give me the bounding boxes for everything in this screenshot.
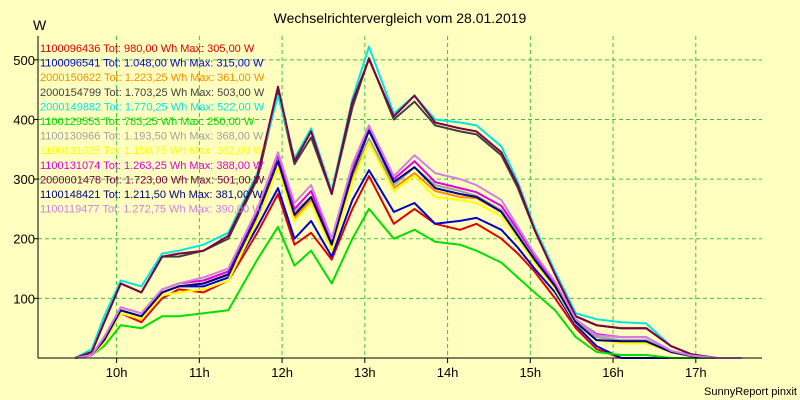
legend-entry-4: 2000154799 Tot: 1.703,25 Wh Max: 503,00 … (40, 87, 265, 99)
legend-entry-5: 2000149882 Tot: 1.770,25 Wh Max: 522,00 … (40, 101, 265, 113)
legend-entry-7: 1100130966 Tot: 1.193,50 Wh Max: 368,00 … (40, 131, 264, 143)
x-tick-label: 16h (602, 365, 624, 380)
legend-entry-3: 2000150622 Tot: 1.223,25 Wh Max: 361,00 … (40, 72, 265, 84)
y-axis-ticks: 100 200 300 400 500 (13, 53, 38, 306)
legend-entry-2: 1100096541 Tot: 1.048,00 Wh Max: 315,00 … (40, 58, 264, 70)
y-tick-label: 500 (13, 53, 35, 68)
legend-entry-11: 1100148421 Tot: 1.211,50 Wh Max: 381,00 … (40, 189, 263, 201)
series-line-12 (75, 124, 742, 359)
x-tick-label: 13h (354, 365, 376, 380)
x-tick-label: 14h (437, 365, 459, 380)
legend-entry-6: 1100129553 Tot: 783,25 Wh Max: 250,00 W (40, 116, 255, 128)
x-tick-label: 12h (271, 365, 293, 380)
series-line-6 (75, 207, 742, 359)
legend-entry-10: 2000001478 Tot: 1.723,00 Wh Max: 501,00 … (40, 174, 265, 186)
y-tick-label: 200 (13, 232, 35, 247)
legend-entry-9: 1100131074 Tot: 1.263,25 Wh Max: 388,00 … (40, 160, 264, 172)
series-lines (74, 45, 742, 359)
x-tick-label: 17h (685, 365, 707, 380)
series-line-8 (75, 141, 742, 359)
series-line-5 (74, 45, 742, 359)
footer-credit: SunnyReport pinxit (704, 386, 797, 398)
y-axis-unit: W (33, 17, 47, 33)
chart-title: Wechselrichtervergleich vom 28.01.2019 (274, 10, 527, 26)
y-tick-label: 400 (13, 112, 35, 127)
x-tick-label: 11h (189, 365, 210, 380)
grid (38, 36, 762, 358)
x-tick-label: 10h (106, 365, 128, 380)
series-line-11 (75, 129, 742, 359)
series-line-10 (74, 58, 742, 359)
legend-entry-12: 1100119477 Tot: 1.272,75 Wh Max: 390,00 … (40, 204, 263, 216)
y-tick-label: 300 (13, 172, 35, 187)
legend: 1100096436 Tot: 980,00 Wh Max: 305,00 W 1… (40, 43, 265, 216)
legend-entry-8: 1100131025 Tot: 1.158,75 Wh Max: 362,00 … (40, 145, 264, 157)
y-tick-label: 100 (13, 291, 35, 306)
x-tick-label: 15h (519, 365, 541, 380)
x-axis-ticks: 10h 11h 12h 13h 14h 15h 16h 17h (106, 358, 707, 380)
axes (37, 36, 762, 359)
legend-entry-1: 1100096436 Tot: 980,00 Wh Max: 305,00 W (40, 43, 255, 55)
